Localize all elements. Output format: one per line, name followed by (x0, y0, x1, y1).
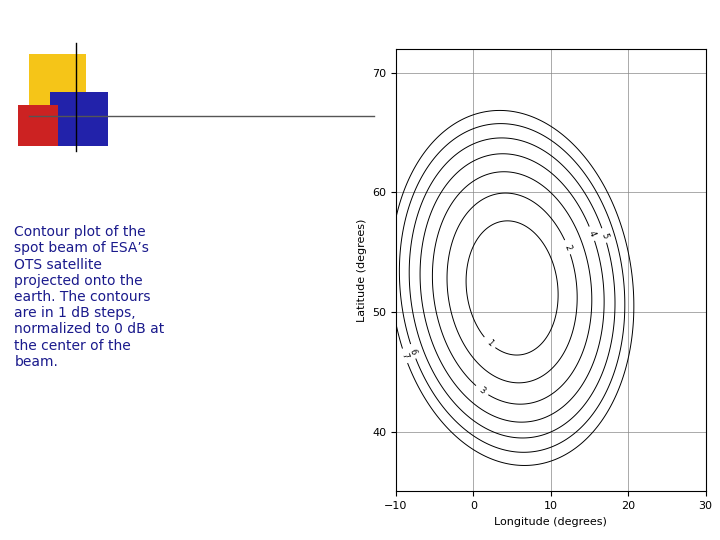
Text: Contour plot of the
spot beam of ESA’s
OTS satellite
projected onto the
earth. T: Contour plot of the spot beam of ESA’s O… (14, 225, 165, 369)
Y-axis label: Latitude (degrees): Latitude (degrees) (356, 218, 366, 322)
X-axis label: Longitude (degrees): Longitude (degrees) (495, 517, 607, 526)
Text: 4: 4 (587, 230, 597, 238)
Text: 3: 3 (477, 385, 487, 396)
Text: 6: 6 (408, 347, 418, 355)
Text: 1: 1 (485, 338, 495, 348)
Text: 2: 2 (562, 243, 573, 251)
Text: 5: 5 (599, 232, 609, 239)
Text: 7: 7 (400, 352, 410, 360)
